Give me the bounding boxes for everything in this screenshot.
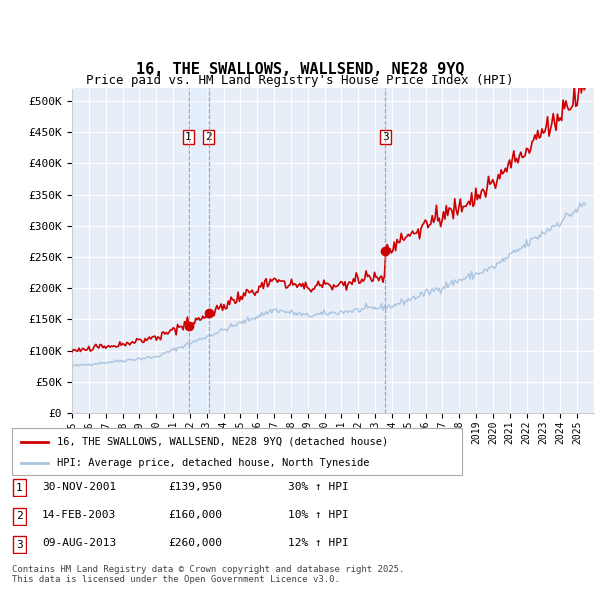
- Text: £160,000: £160,000: [168, 510, 222, 520]
- Text: £139,950: £139,950: [168, 482, 222, 491]
- Text: 09-AUG-2013: 09-AUG-2013: [42, 539, 116, 548]
- Text: 2: 2: [16, 512, 23, 521]
- FancyBboxPatch shape: [13, 536, 26, 553]
- FancyBboxPatch shape: [13, 508, 26, 525]
- Text: £260,000: £260,000: [168, 539, 222, 548]
- Text: 3: 3: [16, 540, 23, 549]
- Text: Contains HM Land Registry data © Crown copyright and database right 2025.
This d: Contains HM Land Registry data © Crown c…: [12, 565, 404, 584]
- Text: 10% ↑ HPI: 10% ↑ HPI: [288, 510, 349, 520]
- Text: 14-FEB-2003: 14-FEB-2003: [42, 510, 116, 520]
- Bar: [208, 88, 209, 413]
- Text: 30-NOV-2001: 30-NOV-2001: [42, 482, 116, 491]
- Text: 2: 2: [205, 132, 212, 142]
- Bar: [385, 88, 386, 413]
- Text: Price paid vs. HM Land Registry's House Price Index (HPI): Price paid vs. HM Land Registry's House …: [86, 74, 514, 87]
- Text: 3: 3: [382, 132, 389, 142]
- Bar: [188, 88, 190, 413]
- Text: 1: 1: [185, 132, 192, 142]
- FancyBboxPatch shape: [13, 480, 26, 496]
- Text: HPI: Average price, detached house, North Tyneside: HPI: Average price, detached house, Nort…: [57, 458, 370, 468]
- Text: 16, THE SWALLOWS, WALLSEND, NE28 9YQ: 16, THE SWALLOWS, WALLSEND, NE28 9YQ: [136, 62, 464, 77]
- Bar: [188, 88, 209, 413]
- Text: 16, THE SWALLOWS, WALLSEND, NE28 9YQ (detached house): 16, THE SWALLOWS, WALLSEND, NE28 9YQ (de…: [57, 437, 388, 447]
- Text: 12% ↑ HPI: 12% ↑ HPI: [288, 539, 349, 548]
- Text: 1: 1: [16, 483, 23, 493]
- FancyBboxPatch shape: [12, 428, 462, 475]
- Text: 30% ↑ HPI: 30% ↑ HPI: [288, 482, 349, 491]
